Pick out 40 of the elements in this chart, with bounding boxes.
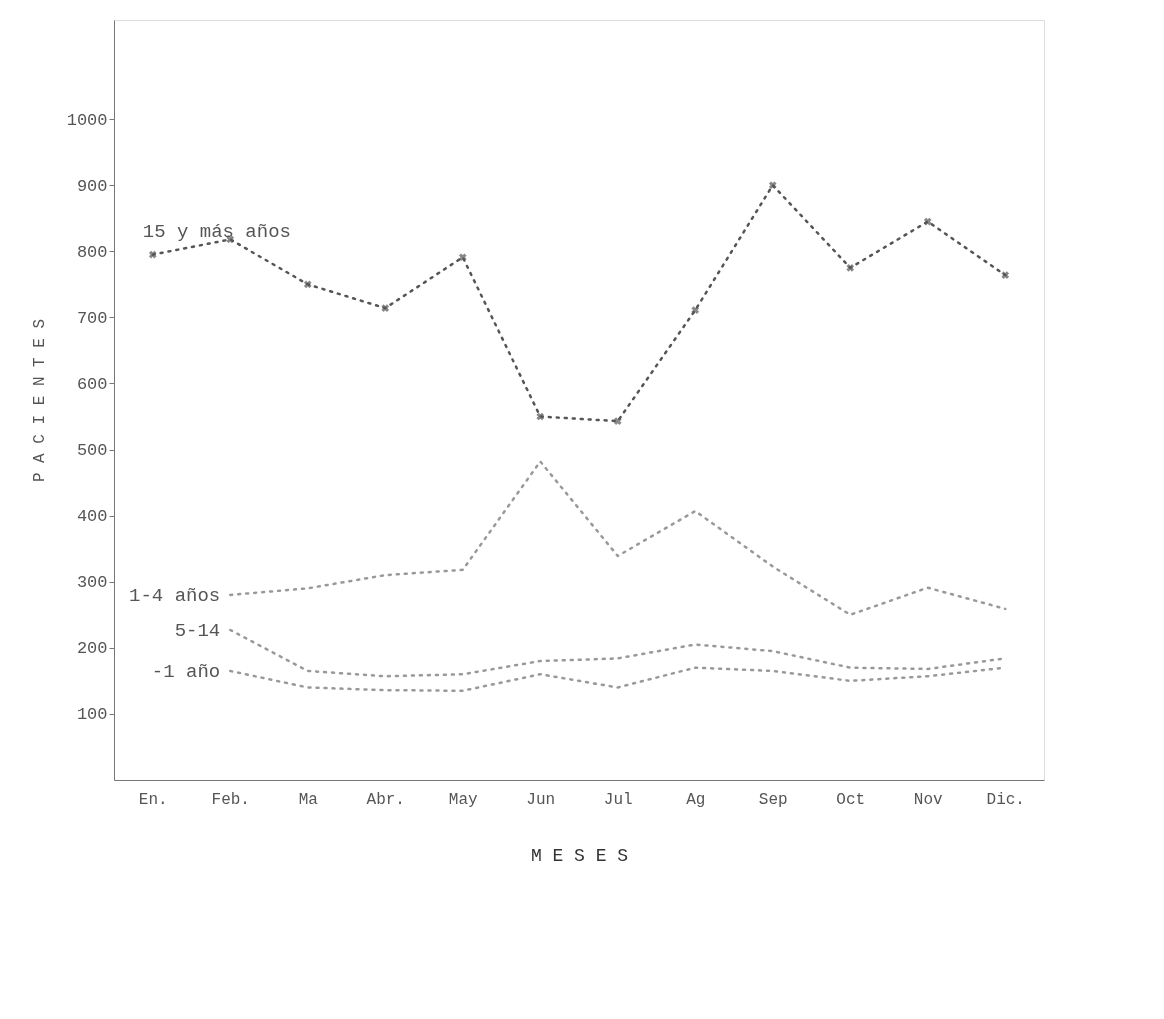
point (923, 217, 932, 226)
point (846, 263, 855, 272)
x-tick-label: Oct (836, 790, 866, 809)
series-label: 15 y más años (142, 220, 291, 243)
x-tick-label: Nov (913, 790, 944, 809)
y-tick-label: 300 (76, 573, 108, 593)
point (1001, 271, 1010, 279)
x-tick-label: Feb. (211, 790, 250, 809)
series-label: 5-14 (174, 619, 221, 642)
point (303, 280, 312, 289)
y-tick-label: 800 (76, 242, 108, 262)
x-tick-label: Dic. (986, 790, 1025, 809)
x-tick-label: Ag (686, 790, 706, 809)
y-axis-title: P A C I E N T E S (30, 318, 49, 483)
y-tick-label: 100 (76, 705, 108, 725)
point (381, 304, 390, 312)
point (148, 250, 157, 259)
point (768, 181, 777, 190)
y-tick-label: 1000 (66, 110, 108, 130)
x-tick-label: Ma (298, 790, 319, 809)
y-tick-label: 900 (76, 176, 108, 196)
point (458, 253, 467, 262)
series-label: 1-4 años (129, 584, 221, 607)
y-tick-label: 200 (76, 639, 108, 659)
point (536, 412, 545, 421)
point (691, 306, 700, 314)
x-tick-label: En. (138, 790, 168, 809)
y-tick-label: 500 (76, 441, 108, 461)
y-tick-label: 400 (76, 507, 108, 527)
line-series (229, 460, 1007, 617)
x-tick-label: Jul (603, 790, 633, 809)
x-tick-label: Jun (526, 790, 556, 809)
x-tick-label: May (448, 790, 479, 809)
x-tick-label: Abr. (366, 790, 405, 809)
x-axis-title: M E S E S (530, 845, 629, 866)
y-tick-label: 600 (76, 374, 108, 394)
series-label: -1 año (151, 660, 221, 683)
y-tick-label: 700 (76, 308, 108, 328)
x-tick-label: Sep (758, 790, 788, 809)
point (613, 417, 622, 425)
